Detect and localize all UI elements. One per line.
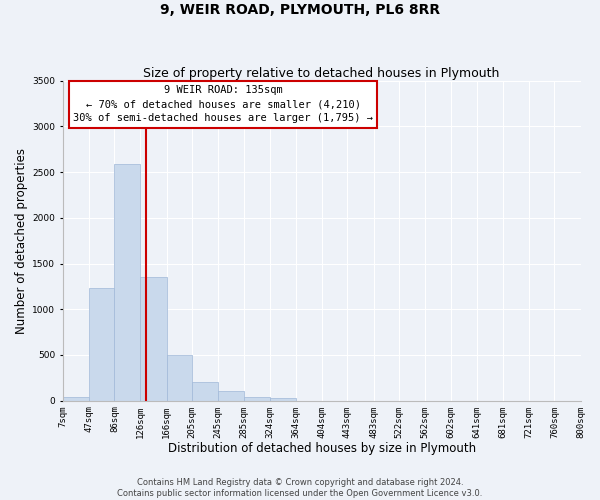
- Text: 9, WEIR ROAD, PLYMOUTH, PL6 8RR: 9, WEIR ROAD, PLYMOUTH, PL6 8RR: [160, 2, 440, 16]
- Title: Size of property relative to detached houses in Plymouth: Size of property relative to detached ho…: [143, 66, 500, 80]
- Bar: [244, 396, 270, 400]
- Bar: [89, 288, 115, 401]
- Text: 9 WEIR ROAD: 135sqm
← 70% of detached houses are smaller (4,210)
30% of semi-det: 9 WEIR ROAD: 135sqm ← 70% of detached ho…: [73, 86, 373, 124]
- Bar: [270, 398, 296, 400]
- Bar: [63, 396, 89, 400]
- Bar: [140, 278, 167, 400]
- X-axis label: Distribution of detached houses by size in Plymouth: Distribution of detached houses by size …: [167, 442, 476, 455]
- Bar: [192, 382, 218, 400]
- Bar: [167, 356, 192, 401]
- Bar: [115, 164, 140, 400]
- Y-axis label: Number of detached properties: Number of detached properties: [15, 148, 28, 334]
- Bar: [218, 390, 244, 400]
- Text: Contains HM Land Registry data © Crown copyright and database right 2024.
Contai: Contains HM Land Registry data © Crown c…: [118, 478, 482, 498]
